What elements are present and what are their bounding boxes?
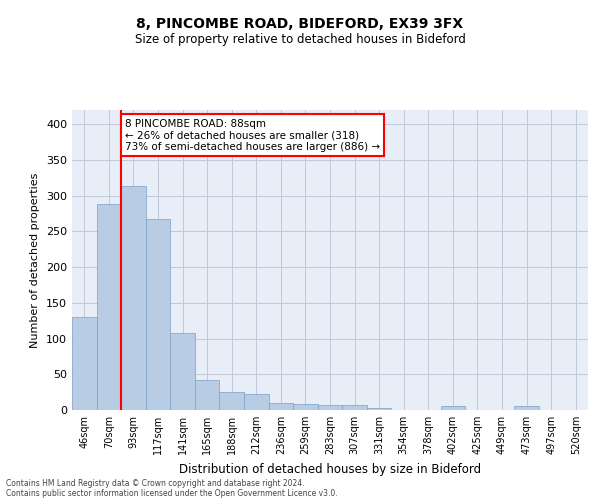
Bar <box>146 218 170 410</box>
Bar <box>195 380 220 410</box>
Text: Size of property relative to detached houses in Bideford: Size of property relative to detached ho… <box>134 32 466 46</box>
Bar <box>170 333 195 410</box>
Bar <box>244 394 269 410</box>
X-axis label: Distribution of detached houses by size in Bideford: Distribution of detached houses by size … <box>179 462 481 475</box>
Bar <box>318 405 342 410</box>
Y-axis label: Number of detached properties: Number of detached properties <box>31 172 40 348</box>
Bar <box>293 404 318 410</box>
Bar <box>121 186 146 410</box>
Bar <box>72 317 97 410</box>
Bar <box>269 403 293 410</box>
Text: 8, PINCOMBE ROAD, BIDEFORD, EX39 3FX: 8, PINCOMBE ROAD, BIDEFORD, EX39 3FX <box>136 18 464 32</box>
Bar <box>97 204 121 410</box>
Bar <box>440 406 465 410</box>
Bar <box>367 408 391 410</box>
Bar <box>514 406 539 410</box>
Bar <box>220 392 244 410</box>
Text: Contains public sector information licensed under the Open Government Licence v3: Contains public sector information licen… <box>6 488 338 498</box>
Bar <box>342 405 367 410</box>
Text: 8 PINCOMBE ROAD: 88sqm
← 26% of detached houses are smaller (318)
73% of semi-de: 8 PINCOMBE ROAD: 88sqm ← 26% of detached… <box>125 118 380 152</box>
Text: Contains HM Land Registry data © Crown copyright and database right 2024.: Contains HM Land Registry data © Crown c… <box>6 478 305 488</box>
